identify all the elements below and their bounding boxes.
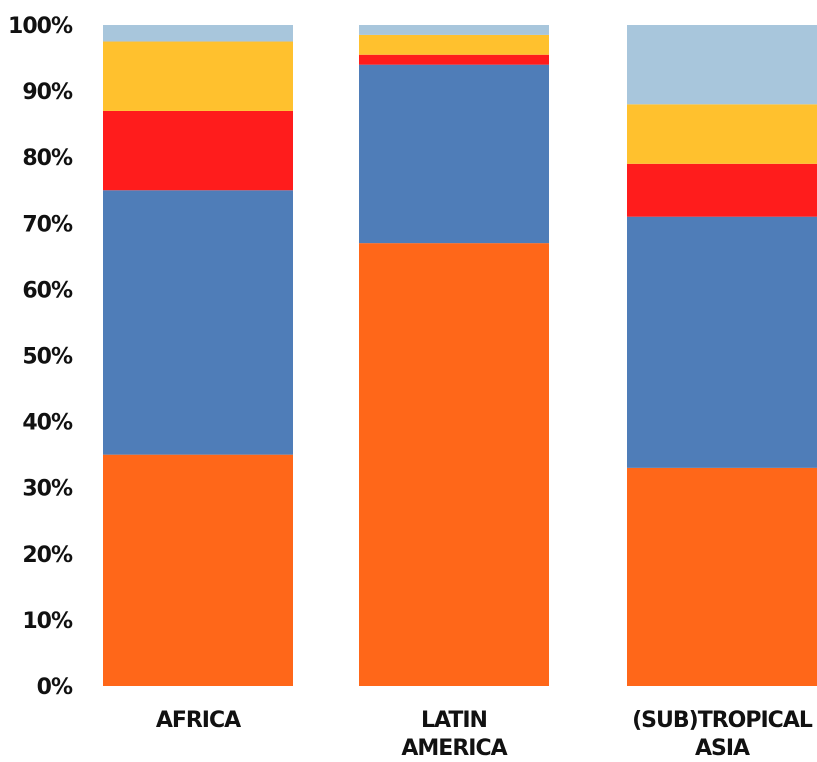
bar-segment-4 <box>103 41 293 111</box>
bar-segment-1 <box>103 454 293 686</box>
bar-segment-3 <box>627 163 817 217</box>
bar-segment-4 <box>359 34 549 55</box>
y-tick-label: 30% <box>22 477 73 502</box>
y-axis: 0% 10% 20% 30% 40% 50% 60% 70% 80% 90% 100% <box>8 14 74 700</box>
bar-segment-3 <box>359 54 549 65</box>
y-tick-label: 60% <box>22 278 73 303</box>
y-tick-label: 50% <box>22 345 73 370</box>
bar-stack <box>103 25 293 686</box>
y-tick-label: 90% <box>22 80 73 105</box>
bar-segment-5 <box>103 25 293 42</box>
x-axis: AFRICA LATIN AMERICA (SUB)TROPICAL ASIA <box>156 708 814 761</box>
x-category-label: LATIN AMERICA <box>401 708 507 761</box>
bar-segment-3 <box>103 110 293 191</box>
y-tick-label: 10% <box>22 609 73 634</box>
y-tick-label: 0% <box>37 675 73 700</box>
bar-stack <box>627 25 817 686</box>
y-tick-label: 20% <box>22 543 73 568</box>
x-category-label: (SUB)TROPICAL ASIA <box>632 708 813 761</box>
bar-segment-2 <box>627 216 817 468</box>
bar-segment-5 <box>359 25 549 35</box>
bar-segment-4 <box>627 104 817 164</box>
y-tick-label: 70% <box>22 212 73 237</box>
y-tick-label: 40% <box>22 411 73 436</box>
y-tick-label: 80% <box>22 146 73 171</box>
bar-segment-2 <box>103 190 293 455</box>
x-category-label: AFRICA <box>156 708 241 733</box>
plot-area <box>103 25 817 686</box>
y-tick-label: 100% <box>8 14 73 39</box>
bar-segment-5 <box>627 25 817 105</box>
bar-stack <box>359 25 549 686</box>
bar-segment-2 <box>359 64 549 244</box>
bar-segment-1 <box>359 243 549 686</box>
bar-segment-1 <box>627 467 817 686</box>
